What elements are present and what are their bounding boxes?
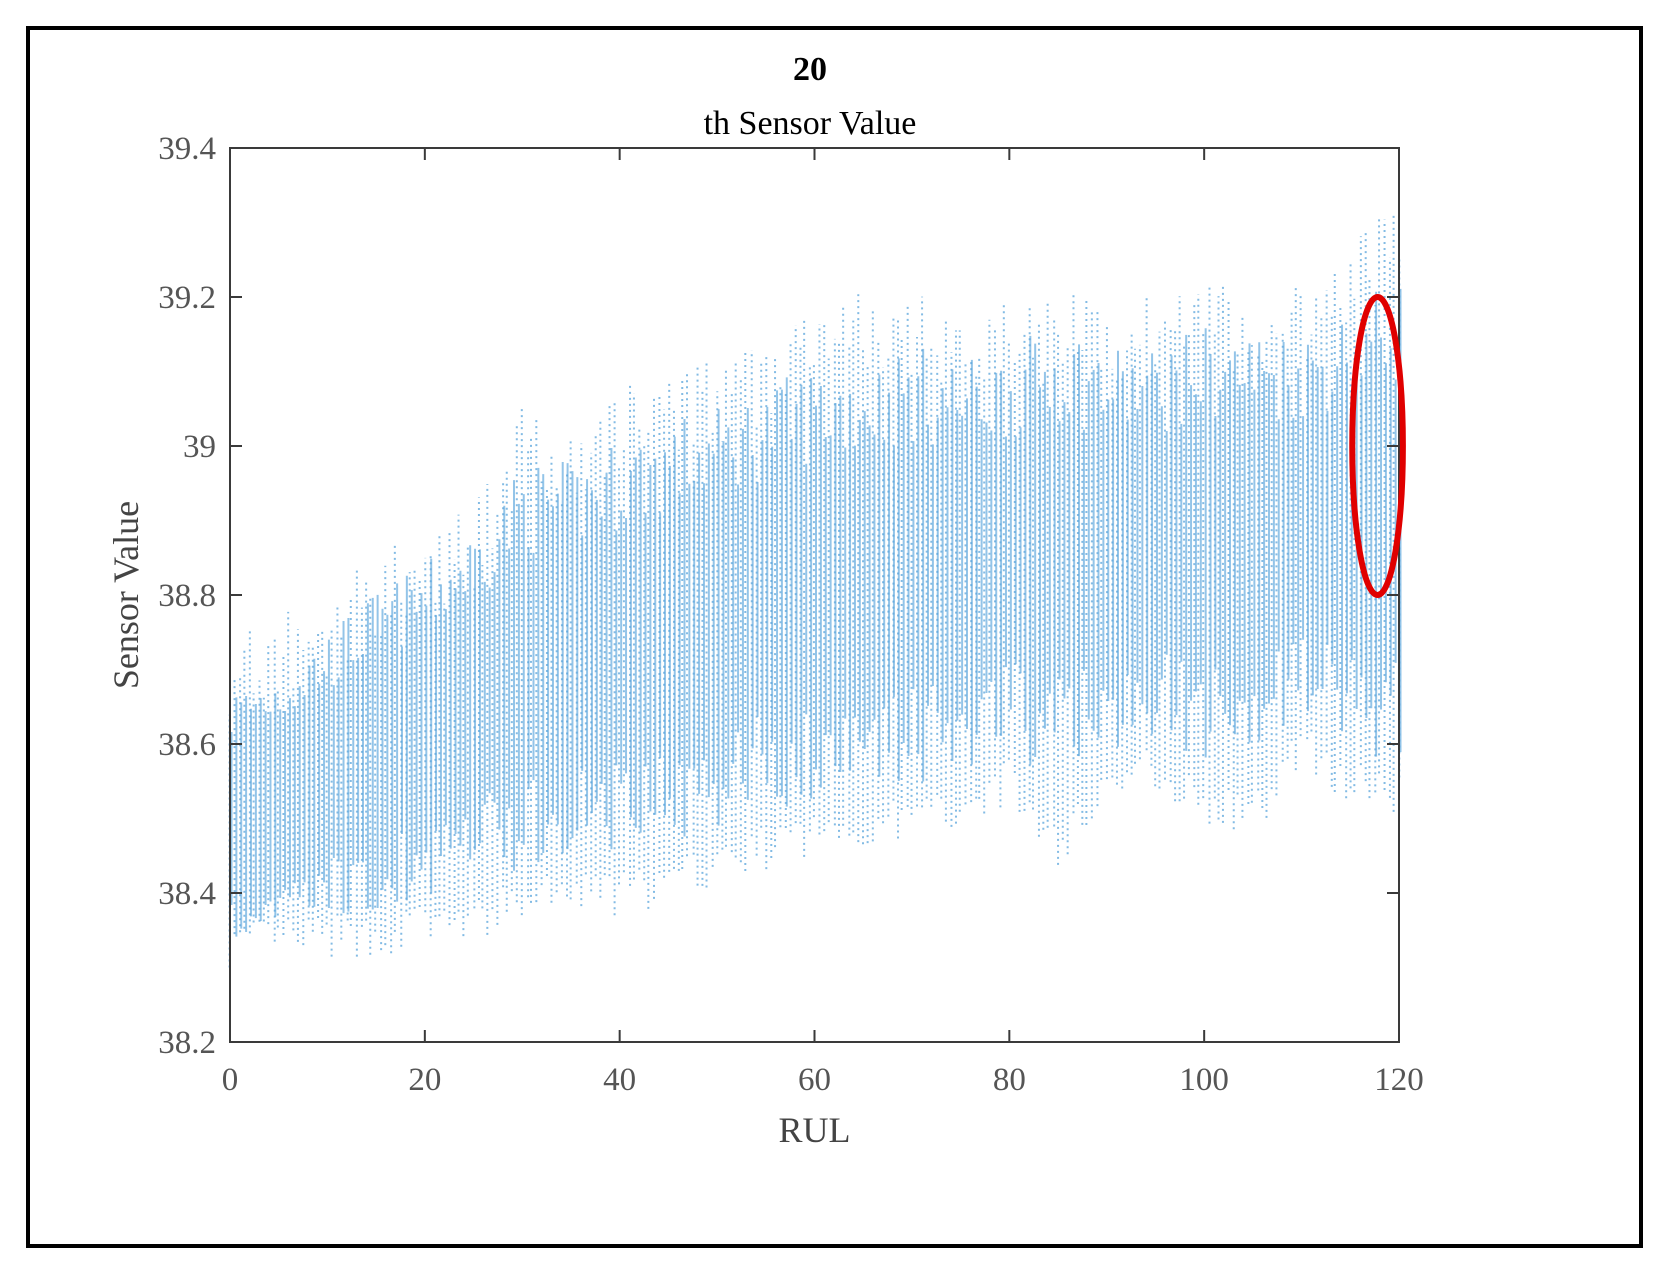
- chart-title-line1: 20: [793, 51, 827, 88]
- chart-title: 20 th Sensor Value: [704, 51, 917, 142]
- y-tick-label: 38.4: [158, 876, 216, 912]
- highlight-ellipse: [1349, 294, 1406, 598]
- x-tick-label: 80: [993, 1062, 1026, 1098]
- x-tick-label: 0: [222, 1062, 239, 1098]
- y-tick-label: 39.4: [158, 131, 216, 167]
- chart-title-line2: th Sensor Value: [704, 105, 917, 142]
- y-ticks: 38.2 38.4 38.6 38.8 39 39.2 39.4: [158, 131, 1399, 1061]
- y-axis-label: Sensor Value: [106, 501, 146, 689]
- y-tick-label: 39: [183, 429, 216, 465]
- y-tick-label: 38.2: [158, 1025, 216, 1061]
- x-tick-label: 120: [1374, 1062, 1424, 1098]
- x-tick-label: 40: [603, 1062, 636, 1098]
- x-tick-label: 100: [1179, 1062, 1229, 1098]
- y-tick-label: 38.8: [158, 578, 216, 614]
- y-tick-label: 38.6: [158, 727, 216, 763]
- data-layer: [228, 213, 1402, 968]
- x-tick-label: 20: [408, 1062, 441, 1098]
- y-tick-label: 39.2: [158, 280, 216, 316]
- x-axis-label: RUL: [779, 1110, 851, 1150]
- chart-frame: 20 th Sensor Value 0 20 40 60 80 100 120 38.2 3…: [26, 26, 1643, 1248]
- chart-svg: 20 th Sensor Value 0 20 40 60 80 100 120 38.23…: [106, 51, 1424, 1150]
- x-ticks: 0 20 40 60 80 100 120: [222, 148, 1424, 1098]
- x-tick-label: 60: [798, 1062, 831, 1098]
